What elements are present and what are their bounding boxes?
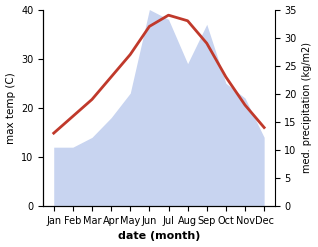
Y-axis label: max temp (C): max temp (C) — [5, 72, 16, 144]
Y-axis label: med. precipitation (kg/m2): med. precipitation (kg/m2) — [302, 42, 313, 173]
X-axis label: date (month): date (month) — [118, 231, 200, 242]
